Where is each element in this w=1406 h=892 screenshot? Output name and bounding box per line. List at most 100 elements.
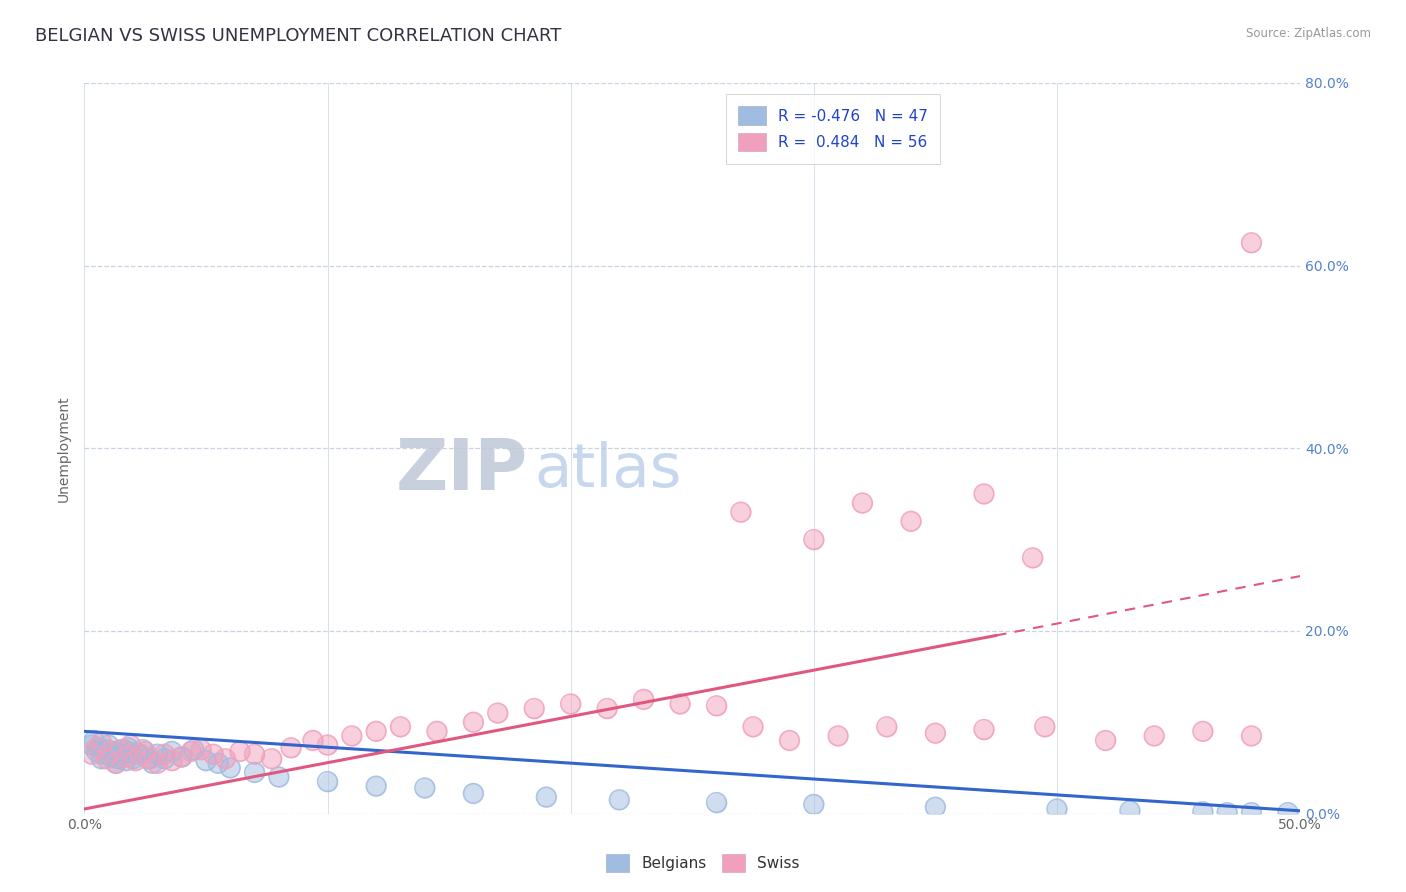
Point — [120, 738, 142, 752]
Point — [100, 750, 122, 764]
Point — [267, 770, 290, 784]
Legend: R = -0.476   N = 47, R =  0.484   N = 56: R = -0.476 N = 47, R = 0.484 N = 56 — [725, 95, 939, 163]
Point — [83, 733, 105, 747]
Point — [146, 747, 169, 761]
Point — [536, 790, 558, 805]
Point — [924, 726, 946, 740]
Point — [851, 496, 873, 510]
Point — [607, 793, 630, 807]
Text: atlas: atlas — [534, 441, 682, 500]
Point — [110, 747, 132, 761]
Point — [100, 744, 122, 758]
Point — [134, 744, 156, 758]
Point — [87, 740, 110, 755]
Point — [426, 724, 449, 739]
Point — [973, 487, 995, 501]
Point — [104, 756, 127, 771]
Point — [194, 754, 217, 768]
Point — [114, 754, 136, 768]
Point — [114, 754, 136, 768]
Point — [83, 733, 105, 747]
Point — [1143, 729, 1166, 743]
Point — [1277, 805, 1299, 820]
Point — [560, 697, 582, 711]
Point — [134, 744, 156, 758]
Point — [124, 754, 146, 768]
Point — [90, 735, 112, 749]
Point — [463, 787, 485, 801]
Point — [1046, 802, 1069, 816]
Point — [110, 742, 132, 756]
Point — [779, 733, 801, 747]
Point — [1277, 805, 1299, 820]
Point — [486, 706, 509, 720]
Point — [413, 780, 436, 795]
Point — [1021, 550, 1043, 565]
Point — [1216, 805, 1239, 820]
Point — [104, 756, 127, 771]
Point — [267, 770, 290, 784]
Point — [229, 744, 252, 758]
Point — [107, 752, 129, 766]
Point — [316, 774, 339, 789]
Point — [132, 742, 155, 756]
Point — [1119, 804, 1142, 818]
Point — [183, 742, 205, 756]
Point — [170, 750, 193, 764]
Point — [463, 787, 485, 801]
Point — [389, 720, 412, 734]
Point — [127, 747, 149, 761]
Point — [122, 752, 145, 766]
Point — [93, 747, 115, 761]
Point — [170, 750, 193, 764]
Point — [706, 698, 728, 713]
Point — [973, 487, 995, 501]
Point — [851, 496, 873, 510]
Point — [80, 738, 103, 752]
Point — [280, 740, 302, 755]
Point — [302, 733, 325, 747]
Point — [463, 715, 485, 730]
Point — [160, 754, 183, 768]
Point — [366, 779, 388, 793]
Point — [219, 761, 242, 775]
Point — [104, 756, 127, 771]
Point — [669, 697, 692, 711]
Point — [1240, 805, 1263, 820]
Point — [160, 744, 183, 758]
Point — [146, 756, 169, 771]
Point — [112, 742, 135, 756]
Point — [366, 724, 388, 739]
Point — [153, 747, 176, 761]
Point — [706, 796, 728, 810]
Point — [229, 744, 252, 758]
Point — [426, 724, 449, 739]
Point — [87, 740, 110, 755]
Point — [124, 754, 146, 768]
Point — [97, 738, 120, 752]
Point — [90, 752, 112, 766]
Point — [302, 733, 325, 747]
Point — [96, 742, 118, 756]
Point — [413, 780, 436, 795]
Point — [202, 747, 225, 761]
Point — [523, 701, 546, 715]
Text: Source: ZipAtlas.com: Source: ZipAtlas.com — [1246, 27, 1371, 40]
Point — [827, 729, 849, 743]
Point — [876, 720, 898, 734]
Point — [924, 726, 946, 740]
Point — [706, 698, 728, 713]
Point — [366, 779, 388, 793]
Point — [153, 752, 176, 766]
Point — [139, 752, 162, 766]
Point — [86, 740, 108, 755]
Point — [1094, 733, 1116, 747]
Point — [180, 744, 202, 758]
Point — [120, 745, 142, 759]
Point — [1191, 724, 1213, 739]
Point — [827, 729, 849, 743]
Point — [202, 747, 225, 761]
Point — [122, 752, 145, 766]
Point — [243, 747, 266, 761]
Point — [973, 723, 995, 737]
